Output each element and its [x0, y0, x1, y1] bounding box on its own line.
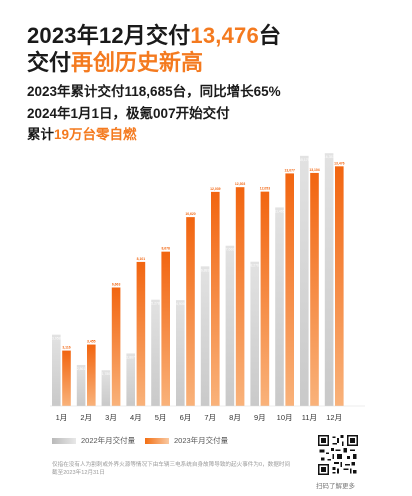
data-label-2023-10: 13,077 [285, 168, 295, 172]
legend-swatch-2023 [145, 437, 169, 444]
bar-2022-7 [200, 266, 210, 406]
bar-2022-9 [250, 261, 259, 406]
bar-2023-10 [285, 173, 294, 406]
bar-2022-11 [300, 155, 309, 406]
data-label-2023-1: 3,116 [62, 346, 70, 350]
headline-line-2: 交付再创历史新高 [27, 45, 203, 77]
data-label-2022-8: 7,666 [226, 248, 235, 252]
headline-2-highlight: 再创历史新高 [71, 50, 204, 75]
bar-2022-6 [176, 300, 185, 406]
x-tick-label: 12月 [326, 413, 342, 422]
x-tick-label: 9月 [254, 413, 266, 422]
x-tick-label: 5月 [155, 413, 167, 422]
subtitle-3-prefix: 累计 [27, 127, 54, 142]
bar-2023-3 [111, 287, 121, 406]
legend-swatch-2022 [52, 437, 76, 444]
bar-2022-2 [76, 364, 86, 406]
legend-label-2022: 2022年月交付量 [81, 436, 136, 445]
data-label-2023-6: 10,620 [185, 212, 195, 216]
headline-prefix: 2023年12月交付 [27, 23, 191, 48]
legend-label-2023: 2023年月交付量 [174, 436, 229, 445]
data-label-2023-8: 12,303 [235, 182, 245, 186]
bar-2023-6 [186, 217, 195, 406]
x-tick-label: 3月 [105, 413, 117, 422]
data-label-2023-11: 13,104 [309, 168, 319, 172]
data-label-2022-2: 2,861 [77, 367, 86, 371]
subtitle-zeekr-007: 2024年1月1日，极氪007开始交付 [27, 106, 230, 121]
data-label-2023-2: 3,455 [87, 340, 96, 344]
x-tick-label: 6月 [180, 413, 192, 422]
data-label-2023-7: 12,039 [210, 187, 220, 191]
bar-2022-4 [126, 353, 135, 406]
x-tick-label: 1月 [56, 413, 68, 422]
data-label-2023-9: 12,053 [260, 187, 270, 191]
headline-suffix: 台 [258, 23, 282, 48]
x-tick-label: 4月 [130, 413, 142, 422]
data-label-2023-12: 13,476 [334, 161, 344, 165]
x-tick-label: 11月 [302, 413, 317, 422]
bar-2023-7 [211, 191, 220, 406]
headline-2-prefix: 交付 [27, 50, 72, 75]
bar-2023-5 [161, 251, 170, 406]
data-label-2022-11: 15,175 [299, 158, 309, 162]
data-label-2023-3: 6,663 [112, 282, 121, 286]
x-tick-label: 8月 [229, 413, 241, 422]
headline-highlight-number: 13,476 [190, 23, 259, 48]
x-tick-label: 2月 [80, 413, 92, 422]
bar-2023-2 [87, 344, 96, 406]
data-label-2022-1: 3,958 [52, 337, 61, 341]
bar-2023-8 [235, 187, 245, 406]
data-label-2022-6: 4,905 [176, 302, 185, 306]
bar-2022-1 [52, 334, 61, 406]
bar-2022-12 [324, 153, 334, 406]
headline-line-1: 2023年12月交付13,476台 [27, 18, 281, 50]
data-label-2022-7: 6,883 [201, 268, 210, 272]
data-label-2022-10: 11,465 [274, 209, 284, 213]
subtitle-3-highlight: 19万台零自燃 [54, 127, 137, 142]
data-label-2022-5: 5,278 [151, 302, 160, 306]
x-tick-label: 7月 [204, 413, 216, 422]
bar-2022-8 [225, 245, 235, 406]
bar-2022-5 [151, 299, 160, 406]
data-label-2023-4: 8,101 [137, 257, 146, 261]
legend-2023: 2023年月交付量 [145, 435, 228, 446]
qr-code-icon[interactable] [318, 435, 358, 475]
subtitle-zero-fires: 累计19万台零自燃 [27, 123, 137, 143]
bar-2022-3 [101, 370, 111, 406]
data-label-2022-3: 1,780 [102, 372, 111, 376]
footnote: 仅指在没有人为割刺或外界火源等情况下由车辆三电系统自身故障导致的起火事件为0，数… [52, 462, 291, 476]
bar-2023-1 [62, 350, 71, 406]
x-tick-label: 10月 [277, 413, 293, 422]
qr-caption: 扫码了解更多 [316, 483, 355, 490]
legend-2022: 2022年月交付量 [52, 435, 135, 446]
data-label-2022-9: 8,276 [250, 264, 259, 268]
bar-2023-11 [310, 172, 319, 406]
data-label-2022-4: 2,867 [126, 355, 135, 359]
data-label-2022-12: 16,353 [324, 155, 334, 159]
bar-2023-9 [260, 191, 270, 406]
bar-2022-10 [275, 207, 284, 406]
subtitle-cumulative-deliveries: 2023年累计交付118,685台，同比增长65% [27, 84, 281, 99]
data-label-2023-5: 8,678 [161, 247, 170, 251]
bar-2023-4 [136, 261, 146, 406]
bar-2023-12 [335, 166, 344, 406]
